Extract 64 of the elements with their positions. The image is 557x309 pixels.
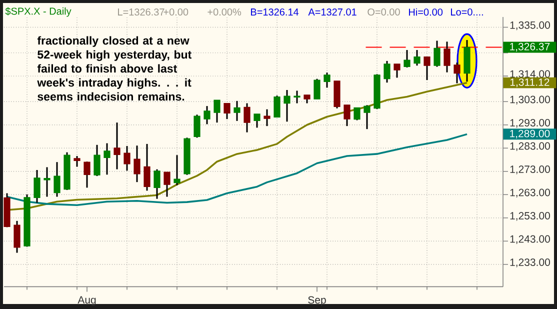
candlestick bbox=[264, 108, 270, 127]
candlestick bbox=[434, 40, 440, 68]
y-tick-label: 1,273.00 bbox=[510, 166, 550, 174]
candlestick bbox=[324, 72, 330, 88]
text: B=1326.14 bbox=[251, 8, 299, 16]
y-tick-label: 1,293.00 bbox=[510, 119, 550, 128]
text: Hi=0.00 bbox=[409, 8, 443, 16]
candlestick bbox=[14, 220, 20, 254]
candlestick bbox=[254, 113, 260, 128]
candlestick bbox=[394, 63, 400, 78]
candlestick bbox=[54, 161, 60, 198]
candlestick bbox=[454, 62, 460, 84]
candlestick bbox=[214, 99, 220, 124]
candlestick bbox=[384, 60, 390, 84]
candlestick bbox=[94, 144, 100, 177]
candlestick bbox=[194, 114, 200, 138]
candlestick bbox=[414, 49, 420, 66]
candlestick bbox=[154, 168, 160, 200]
text: 1,289.00 bbox=[510, 130, 550, 139]
candlestick bbox=[344, 104, 350, 127]
candlestick bbox=[204, 105, 210, 125]
x-tick-label: Aug bbox=[78, 296, 96, 306]
candlestick bbox=[114, 122, 120, 170]
candlestick bbox=[144, 143, 150, 192]
candlestick bbox=[424, 56, 430, 81]
text: L=1326.37 bbox=[118, 8, 164, 16]
candlestick bbox=[34, 169, 40, 204]
text: 1,311.12 bbox=[510, 78, 550, 88]
candlestick bbox=[134, 144, 140, 183]
text: +0.00% bbox=[208, 8, 242, 16]
annotation: fractionally closed at a new 52-week high yesterday, but failed to finish above last week's intraday highs. . . it seems indecision remains. bbox=[37, 36, 192, 101]
candlestick bbox=[404, 49, 410, 68]
candlestick bbox=[124, 145, 130, 172]
candlestick bbox=[224, 102, 230, 120]
candlestick bbox=[274, 94, 280, 118]
candlestick bbox=[44, 166, 50, 198]
candlestick bbox=[354, 106, 360, 121]
chart-title: $SPX.X - Daily bbox=[5, 7, 72, 17]
y-tick-label: 1,253.00 bbox=[510, 212, 550, 221]
text: +0.00 bbox=[164, 8, 188, 16]
y-tick-label: 1,335.00 bbox=[510, 21, 550, 30]
text: O=0.00 bbox=[368, 8, 400, 16]
candlestick bbox=[84, 160, 90, 188]
candlestick bbox=[174, 154, 180, 186]
y-tick-label: 1,303.00 bbox=[510, 96, 550, 104]
candlestick bbox=[314, 78, 320, 100]
candlestick bbox=[104, 142, 110, 176]
candlestick bbox=[244, 102, 250, 134]
candlestick bbox=[294, 90, 300, 104]
text: Lo=0.... bbox=[451, 8, 483, 16]
y-tick-label: 1,283.00 bbox=[510, 142, 550, 151]
y-tick-label: 1,263.00 bbox=[510, 188, 550, 198]
text: A=1327.01 bbox=[308, 8, 356, 16]
text: 1,326.37 bbox=[510, 42, 550, 52]
y-tick-label: 1,314.00 bbox=[510, 70, 550, 79]
candlestick bbox=[284, 89, 290, 122]
candlestick bbox=[234, 100, 240, 122]
x-tick-label: Sep bbox=[308, 296, 326, 306]
y-tick-label: 1,243.00 bbox=[510, 235, 550, 244]
candlestick bbox=[74, 155, 80, 168]
candlestick bbox=[444, 40, 450, 74]
candlestick bbox=[164, 171, 170, 198]
y-tick-label: 1,233.00 bbox=[510, 258, 550, 268]
candlestick bbox=[364, 104, 370, 130]
